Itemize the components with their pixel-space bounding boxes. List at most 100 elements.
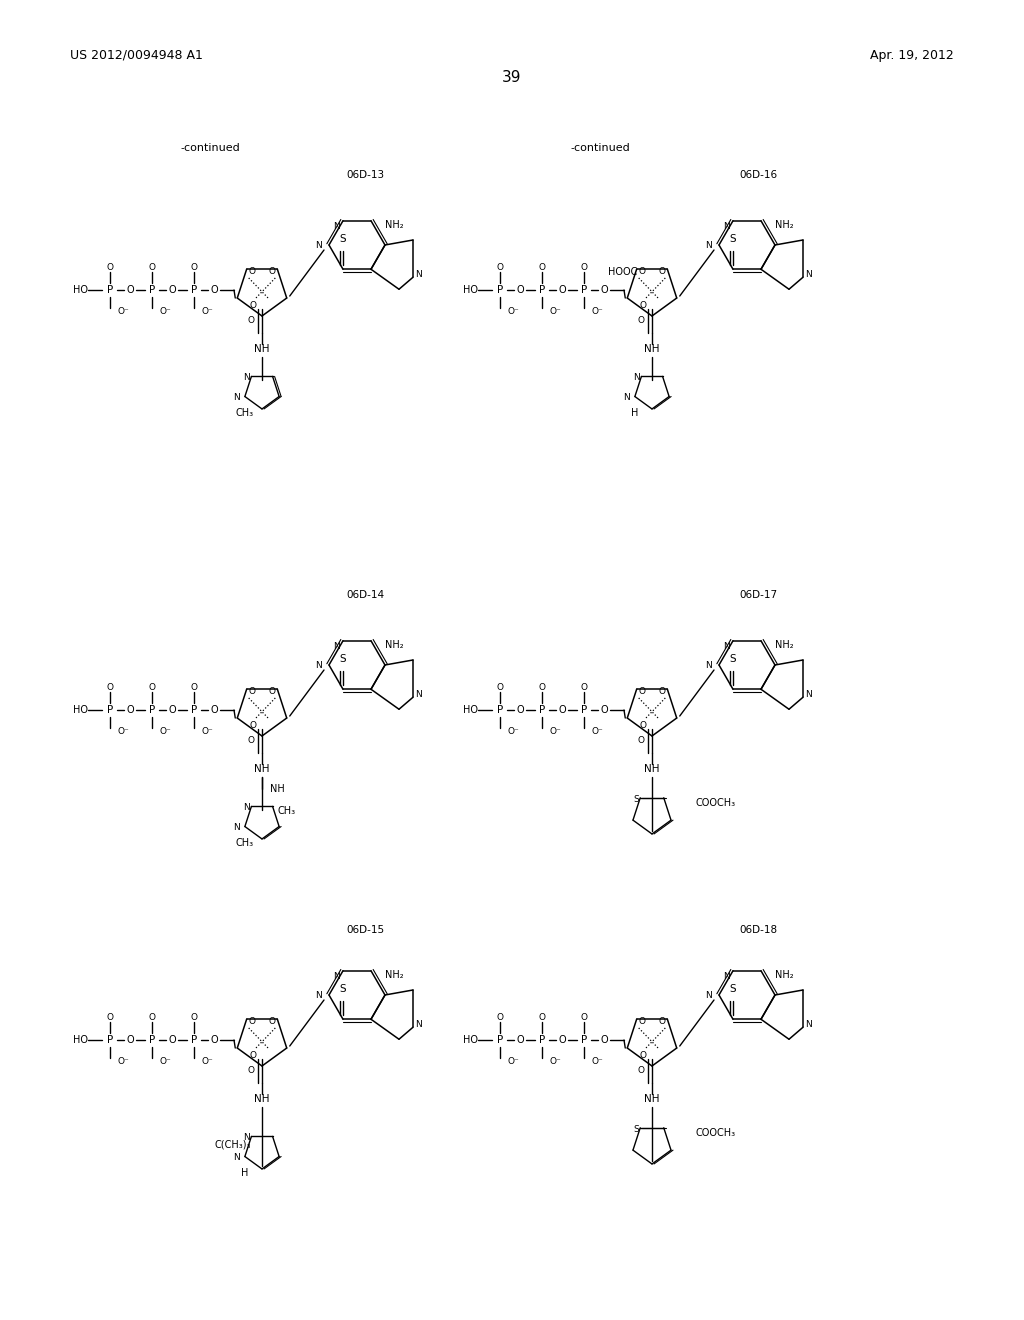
Text: N: N bbox=[633, 374, 640, 381]
Text: O: O bbox=[581, 682, 588, 692]
Text: COOCH₃: COOCH₃ bbox=[695, 797, 736, 808]
Text: O: O bbox=[539, 682, 546, 692]
Text: P: P bbox=[497, 1035, 503, 1045]
Text: COOCH₃: COOCH₃ bbox=[695, 1127, 736, 1138]
Text: N: N bbox=[315, 661, 323, 671]
Text: N: N bbox=[724, 973, 730, 981]
Text: O: O bbox=[581, 263, 588, 272]
Text: N: N bbox=[334, 222, 340, 231]
Text: O: O bbox=[638, 317, 644, 326]
Text: N: N bbox=[243, 803, 250, 812]
Text: P: P bbox=[106, 285, 113, 294]
Text: S: S bbox=[634, 1125, 639, 1134]
Text: O: O bbox=[148, 682, 156, 692]
Text: O⁻: O⁻ bbox=[160, 1057, 172, 1067]
Text: O⁻: O⁻ bbox=[508, 308, 520, 317]
Text: P: P bbox=[581, 285, 587, 294]
Text: N: N bbox=[315, 991, 323, 1001]
Text: NH: NH bbox=[644, 345, 659, 354]
Text: CH₃: CH₃ bbox=[236, 408, 254, 417]
Text: O: O bbox=[126, 1035, 134, 1045]
Text: O: O bbox=[539, 263, 546, 272]
Text: HO: HO bbox=[463, 705, 478, 715]
Text: O: O bbox=[249, 1051, 256, 1060]
Text: P: P bbox=[106, 705, 113, 715]
Text: NH: NH bbox=[644, 1094, 659, 1104]
Text: P: P bbox=[581, 1035, 587, 1045]
Text: O⁻: O⁻ bbox=[118, 727, 130, 737]
Text: NH: NH bbox=[270, 784, 285, 793]
Text: S: S bbox=[340, 985, 346, 994]
Text: -continued: -continued bbox=[180, 143, 240, 153]
Text: CH₃: CH₃ bbox=[278, 807, 296, 816]
Text: 06D-14: 06D-14 bbox=[346, 590, 384, 601]
Text: O: O bbox=[248, 1018, 255, 1027]
Text: O: O bbox=[639, 1051, 646, 1060]
Text: NH₂: NH₂ bbox=[775, 640, 794, 649]
Text: NH₂: NH₂ bbox=[775, 970, 794, 979]
Text: HO: HO bbox=[73, 705, 88, 715]
Text: N: N bbox=[706, 661, 713, 671]
Text: O: O bbox=[600, 1035, 608, 1045]
Text: N: N bbox=[233, 824, 241, 832]
Text: O: O bbox=[638, 1018, 645, 1027]
Text: O: O bbox=[168, 285, 176, 294]
Text: N: N bbox=[805, 690, 811, 698]
Text: O: O bbox=[539, 1012, 546, 1022]
Text: O: O bbox=[106, 263, 114, 272]
Text: NH: NH bbox=[254, 345, 269, 354]
Text: O: O bbox=[268, 268, 275, 276]
Text: O: O bbox=[516, 1035, 524, 1045]
Text: HO: HO bbox=[73, 285, 88, 294]
Text: O: O bbox=[248, 688, 255, 697]
Text: O: O bbox=[210, 705, 218, 715]
Text: O: O bbox=[658, 688, 666, 697]
Text: N: N bbox=[334, 643, 340, 651]
Text: N: N bbox=[805, 1020, 811, 1028]
Text: HO: HO bbox=[463, 285, 478, 294]
Text: 06D-13: 06D-13 bbox=[346, 170, 384, 180]
Text: O⁻: O⁻ bbox=[202, 308, 214, 317]
Text: US 2012/0094948 A1: US 2012/0094948 A1 bbox=[70, 49, 203, 62]
Text: O: O bbox=[148, 1012, 156, 1022]
Text: O⁻: O⁻ bbox=[550, 727, 562, 737]
Text: 06D-18: 06D-18 bbox=[739, 925, 777, 935]
Text: O⁻: O⁻ bbox=[202, 1057, 214, 1067]
Text: S: S bbox=[730, 655, 736, 664]
Text: P: P bbox=[190, 705, 198, 715]
Text: O: O bbox=[168, 705, 176, 715]
Text: O: O bbox=[516, 285, 524, 294]
Text: O: O bbox=[268, 688, 275, 697]
Text: O⁻: O⁻ bbox=[592, 308, 604, 317]
Text: O⁻: O⁻ bbox=[202, 727, 214, 737]
Text: N: N bbox=[415, 1020, 421, 1028]
Text: N: N bbox=[706, 991, 713, 1001]
Text: O: O bbox=[600, 285, 608, 294]
Text: O⁻: O⁻ bbox=[118, 308, 130, 317]
Text: O⁻: O⁻ bbox=[550, 308, 562, 317]
Text: N: N bbox=[315, 242, 323, 251]
Text: O: O bbox=[248, 317, 255, 326]
Text: S: S bbox=[340, 655, 346, 664]
Text: C(CH₃)₃: C(CH₃)₃ bbox=[214, 1139, 251, 1150]
Text: O: O bbox=[106, 1012, 114, 1022]
Text: N: N bbox=[805, 269, 811, 279]
Text: O⁻: O⁻ bbox=[160, 727, 172, 737]
Text: S: S bbox=[730, 985, 736, 994]
Text: NH₂: NH₂ bbox=[385, 640, 403, 649]
Text: CH₃: CH₃ bbox=[236, 837, 254, 847]
Text: N: N bbox=[233, 393, 241, 403]
Text: S: S bbox=[340, 234, 346, 244]
Text: O: O bbox=[148, 263, 156, 272]
Text: HO: HO bbox=[73, 1035, 88, 1045]
Text: N: N bbox=[706, 242, 713, 251]
Text: 06D-15: 06D-15 bbox=[346, 925, 384, 935]
Text: O: O bbox=[268, 1018, 275, 1027]
Text: O⁻: O⁻ bbox=[592, 727, 604, 737]
Text: O: O bbox=[497, 263, 504, 272]
Text: S: S bbox=[730, 234, 736, 244]
Text: O: O bbox=[658, 268, 666, 276]
Text: H: H bbox=[242, 1167, 249, 1177]
Text: P: P bbox=[497, 285, 503, 294]
Text: P: P bbox=[190, 1035, 198, 1045]
